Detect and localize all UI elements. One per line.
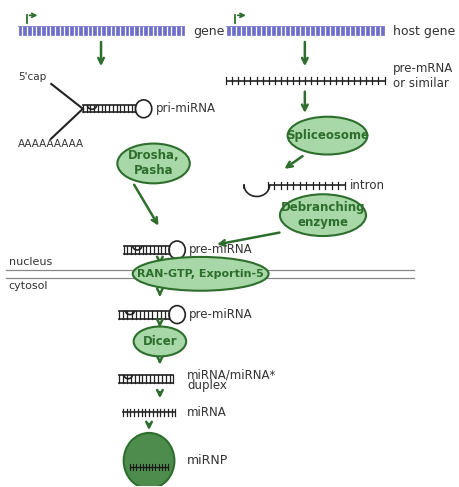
Text: miRNA/miRNA*: miRNA/miRNA* (187, 369, 276, 382)
Circle shape (123, 433, 174, 487)
Text: Drosha,
Pasha: Drosha, Pasha (128, 150, 179, 177)
Ellipse shape (287, 117, 367, 154)
Ellipse shape (117, 144, 190, 183)
Text: miRNP: miRNP (187, 454, 228, 467)
Text: Dicer: Dicer (142, 335, 177, 348)
Text: pre-miRNA: pre-miRNA (189, 244, 252, 257)
Ellipse shape (134, 326, 186, 356)
Text: intron: intron (349, 179, 384, 192)
Ellipse shape (133, 257, 268, 291)
Text: Spliceosome: Spliceosome (285, 129, 368, 142)
Text: Debranching
enzyme: Debranching enzyme (280, 201, 364, 229)
Text: cytosol: cytosol (9, 281, 48, 291)
Text: 5'cap: 5'cap (17, 72, 46, 82)
Text: nucleus: nucleus (9, 257, 52, 267)
Text: duplex: duplex (187, 379, 226, 392)
Text: miRNA: miRNA (187, 406, 226, 418)
Text: pre-mRNA
or similar: pre-mRNA or similar (392, 62, 452, 90)
Ellipse shape (280, 194, 365, 236)
Text: RAN-GTP, Exportin-5: RAN-GTP, Exportin-5 (137, 269, 263, 279)
Text: gene: gene (193, 25, 224, 37)
Text: host gene: host gene (392, 25, 454, 37)
Text: pri-miRNA: pri-miRNA (155, 102, 215, 115)
Text: AAAAAAAAA: AAAAAAAAA (17, 139, 84, 149)
Text: pre-miRNA: pre-miRNA (189, 308, 252, 321)
